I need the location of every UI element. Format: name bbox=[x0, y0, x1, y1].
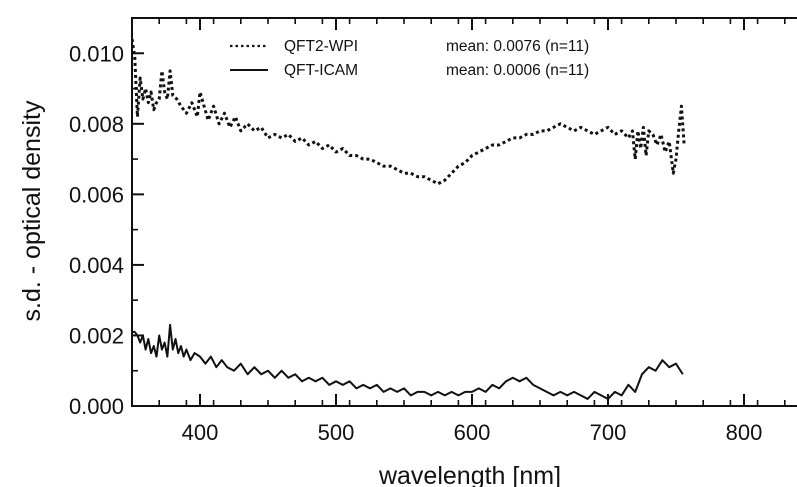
y-tick-label: 0.000 bbox=[69, 394, 124, 419]
x-axis-title: wavelength [nm] bbox=[378, 462, 561, 487]
x-tick-label: 800 bbox=[726, 420, 763, 445]
ticks-layer: 400 500 600 700 800 0.000 0.002 0.004 0.006 0.008… bbox=[69, 18, 786, 445]
x-tick-label: 600 bbox=[454, 420, 491, 445]
series-line-qft-icam bbox=[132, 323, 684, 400]
legend-label-qft2-wpi: QFT2-WPI bbox=[284, 38, 358, 55]
y-tick-label: 0.002 bbox=[69, 323, 124, 348]
y-axis-title: s.d. - optical density bbox=[18, 100, 46, 321]
x-tick-label: 500 bbox=[318, 420, 355, 445]
x-tick-label: 700 bbox=[590, 420, 627, 445]
y-tick-label: 0.010 bbox=[69, 41, 124, 66]
legend: QFT2-WPI mean: 0.0076 (n=11) QFT-ICAM me… bbox=[230, 38, 589, 79]
plot-frame bbox=[131, 17, 797, 407]
series-layer bbox=[132, 38, 686, 400]
y-tick-label: 0.008 bbox=[69, 112, 124, 137]
y-tick-label: 0.004 bbox=[69, 253, 124, 278]
legend-label-qft-icam: QFT-ICAM bbox=[284, 62, 358, 79]
legend-stat-qft-icam: mean: 0.0006 (n=11) bbox=[446, 62, 589, 79]
legend-stat-qft2-wpi: mean: 0.0076 (n=11) bbox=[446, 38, 589, 55]
x-tick-label: 400 bbox=[182, 420, 219, 445]
y-tick-label: 0.006 bbox=[69, 182, 124, 207]
